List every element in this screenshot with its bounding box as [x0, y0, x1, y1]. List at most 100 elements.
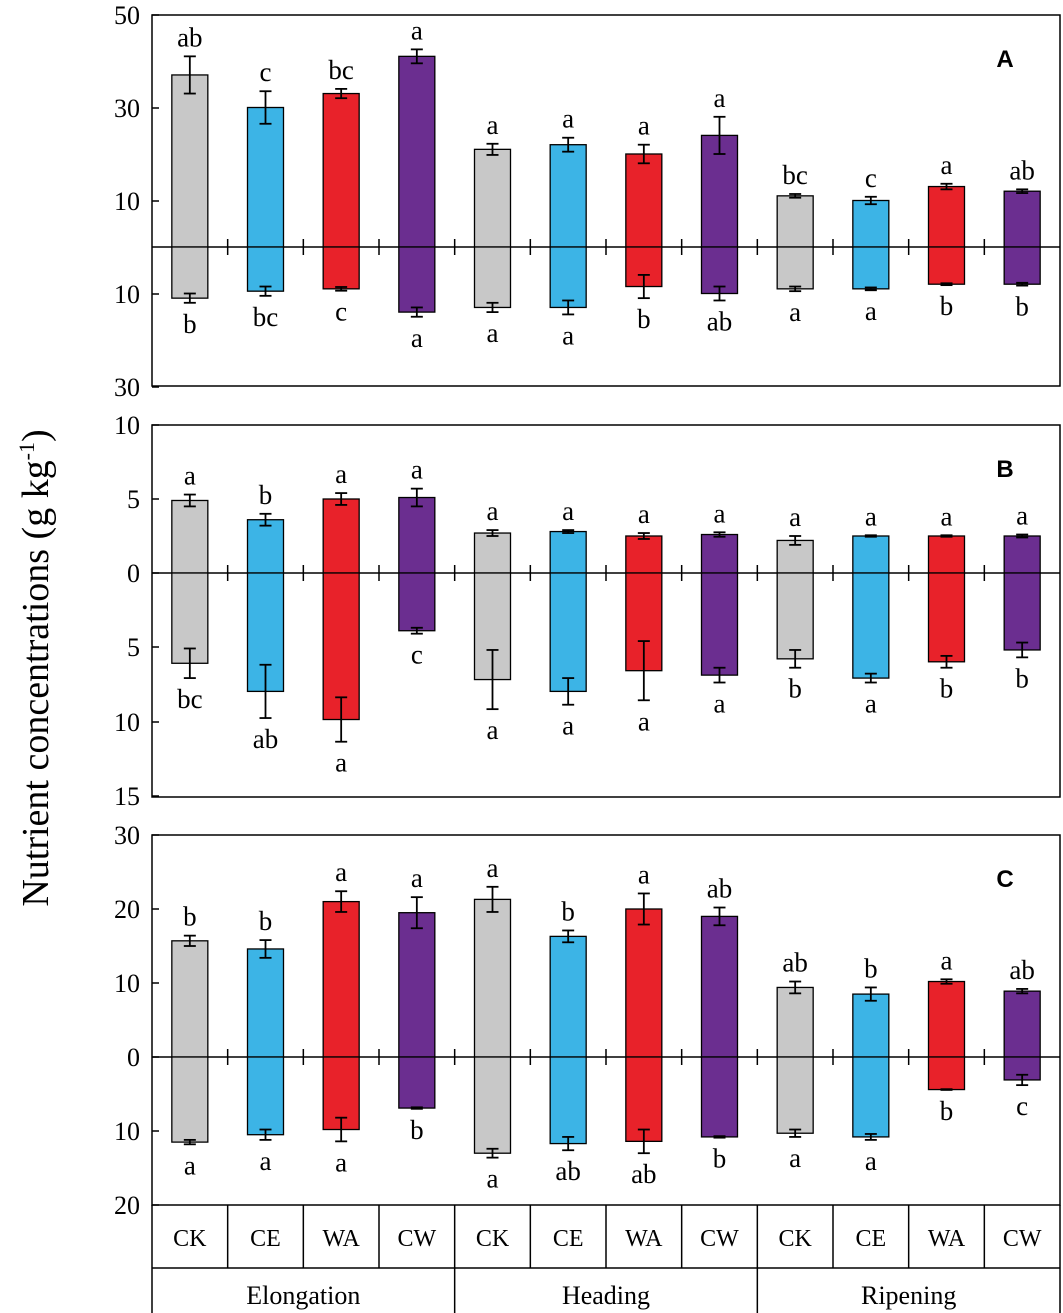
- y-tick-label: 10: [114, 187, 140, 216]
- bar-lower: [927, 572, 966, 663]
- bar-lower: [927, 246, 966, 285]
- sig-letter-lower: b: [788, 674, 802, 704]
- sig-letter-lower: bc: [253, 302, 279, 332]
- x-tick-label: CW: [700, 1226, 739, 1252]
- y-tick-label: 10: [114, 411, 140, 440]
- sig-letter-upper: a: [941, 501, 953, 531]
- sig-letter-upper: b: [864, 953, 878, 983]
- bar-upper: [852, 993, 890, 1058]
- bar-upper: [322, 900, 360, 1058]
- sig-letter-upper: a: [941, 150, 953, 180]
- bar-upper: [473, 148, 512, 248]
- sig-letter-lower: b: [713, 1144, 727, 1174]
- sig-letter-upper: a: [335, 459, 347, 489]
- bar-lower: [398, 572, 436, 632]
- y-tick-label: 10: [114, 969, 140, 998]
- bar-lower: [473, 1056, 512, 1154]
- sig-letter-upper: ab: [177, 22, 202, 52]
- bar-upper: [398, 55, 436, 248]
- bar-lower: [549, 246, 587, 309]
- bar-upper: [398, 912, 436, 1058]
- y-tick-label: 0: [127, 559, 140, 588]
- bar-upper: [852, 199, 890, 248]
- bar-lower: [1003, 572, 1041, 651]
- bar-upper: [246, 948, 285, 1058]
- y-tick-label: 15: [114, 782, 140, 811]
- sig-letter-lower: b: [940, 1096, 954, 1126]
- sig-letter-lower: a: [865, 689, 877, 719]
- bar-upper: [171, 499, 209, 574]
- bar-lower: [852, 246, 890, 290]
- bar-lower: [852, 572, 890, 679]
- sig-letter-lower: a: [487, 715, 499, 745]
- x-tick-label: CK: [778, 1226, 812, 1252]
- sig-letter-upper: a: [411, 15, 423, 45]
- bar-upper: [473, 532, 512, 574]
- sig-letter-upper: a: [638, 859, 650, 889]
- sig-letter-lower: a: [335, 748, 347, 778]
- sig-letter-lower: a: [714, 689, 726, 719]
- bar-upper: [549, 144, 587, 248]
- x-tick-label: CE: [855, 1226, 886, 1252]
- sig-letter-upper: a: [335, 857, 347, 887]
- bar-upper: [1003, 190, 1041, 248]
- bar-upper: [700, 533, 739, 574]
- sig-letter-lower: a: [411, 323, 423, 353]
- bar-lower: [171, 1056, 209, 1143]
- sig-letter-lower: ab: [555, 1156, 580, 1186]
- bar-upper: [398, 496, 436, 574]
- sig-letter-lower: b: [183, 309, 197, 339]
- sig-letter-lower: c: [1016, 1091, 1028, 1121]
- bar-lower: [700, 1056, 739, 1138]
- sig-letter-upper: a: [714, 83, 726, 113]
- sig-letter-lower: a: [487, 1164, 499, 1194]
- sig-letter-lower: a: [638, 706, 650, 736]
- sig-letter-upper: bc: [328, 55, 354, 85]
- panel-frame: [151, 834, 1061, 1206]
- y-tick-label: 5: [127, 485, 140, 514]
- sig-letter-upper: bc: [782, 160, 808, 190]
- bar-lower: [927, 1056, 966, 1091]
- sig-letter-upper: a: [184, 461, 196, 491]
- bar-lower: [549, 572, 587, 693]
- bar-lower: [776, 1056, 814, 1134]
- bar-lower: [776, 572, 814, 660]
- stage-label: Ripening: [861, 1281, 956, 1310]
- sig-letter-upper: a: [487, 853, 499, 883]
- sig-letter-lower: b: [410, 1115, 424, 1145]
- sig-letter-lower: a: [789, 297, 801, 327]
- sig-letter-lower: ab: [253, 724, 278, 754]
- panel-frame: [151, 14, 1061, 387]
- bar-upper: [549, 935, 587, 1058]
- sig-letter-upper: c: [865, 163, 877, 193]
- sig-letter-lower: a: [260, 1146, 272, 1176]
- bar-upper: [776, 195, 814, 248]
- sig-letter-upper: b: [561, 896, 575, 926]
- x-tick-label: WA: [928, 1226, 966, 1252]
- sig-letter-lower: bc: [177, 684, 203, 714]
- sig-letter-lower: a: [335, 1147, 347, 1177]
- bar-upper: [927, 535, 966, 574]
- sig-letter-upper: a: [638, 111, 650, 141]
- bar-lower: [398, 1056, 436, 1109]
- sig-letter-upper: a: [638, 499, 650, 529]
- sig-letter-upper: a: [714, 498, 726, 528]
- x-tick-label: CE: [553, 1226, 584, 1252]
- sig-letter-lower: b: [940, 291, 954, 321]
- sig-letter-lower: a: [562, 711, 574, 741]
- sig-letter-lower: a: [487, 318, 499, 348]
- x-tick-label: WA: [625, 1226, 663, 1252]
- sig-letter-lower: a: [865, 1146, 877, 1176]
- bar-upper: [1003, 535, 1041, 574]
- x-tick-label: CK: [476, 1226, 510, 1252]
- bar-upper: [927, 185, 966, 248]
- bar-upper: [1003, 990, 1041, 1058]
- sig-letter-upper: b: [259, 906, 273, 936]
- sig-letter-lower: ab: [707, 306, 732, 336]
- y-tick-label: 30: [114, 373, 140, 402]
- sig-letter-lower: b: [1015, 292, 1029, 322]
- y-tick-label: 30: [114, 821, 140, 850]
- bar-lower: [322, 246, 360, 290]
- sig-letter-lower: a: [562, 320, 574, 350]
